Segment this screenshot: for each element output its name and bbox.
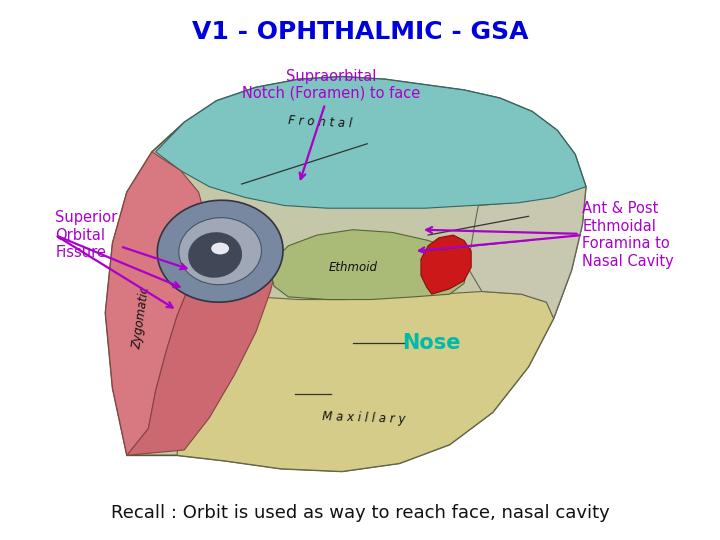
Polygon shape xyxy=(156,77,586,208)
Text: Recall : Orbit is used as way to reach face, nasal cavity: Recall : Orbit is used as way to reach f… xyxy=(111,504,609,523)
Text: Ethmoid: Ethmoid xyxy=(328,261,377,274)
Text: Superior
Orbital
Fissure: Superior Orbital Fissure xyxy=(55,210,186,269)
Polygon shape xyxy=(127,246,281,455)
Ellipse shape xyxy=(179,218,261,285)
Polygon shape xyxy=(421,235,471,294)
Text: Zygomatic: Zygomatic xyxy=(130,286,152,350)
Polygon shape xyxy=(105,152,206,455)
Text: F r o n t a l: F r o n t a l xyxy=(288,114,353,131)
Polygon shape xyxy=(270,230,467,300)
Ellipse shape xyxy=(211,242,229,254)
Text: Nose: Nose xyxy=(402,333,461,353)
Polygon shape xyxy=(467,187,586,319)
Polygon shape xyxy=(177,281,554,471)
Text: V1 - OPHTHALMIC - GSA: V1 - OPHTHALMIC - GSA xyxy=(192,20,528,44)
Text: Ant & Post
Ethmoidal
Foramina to
Nasal Cavity: Ant & Post Ethmoidal Foramina to Nasal C… xyxy=(426,201,674,269)
Ellipse shape xyxy=(188,232,242,278)
Text: M a x i l l a r y: M a x i l l a r y xyxy=(322,410,405,426)
Ellipse shape xyxy=(157,200,283,302)
Text: Supraorbital
Notch (Foramen) to face: Supraorbital Notch (Foramen) to face xyxy=(242,69,420,179)
Polygon shape xyxy=(105,77,586,471)
